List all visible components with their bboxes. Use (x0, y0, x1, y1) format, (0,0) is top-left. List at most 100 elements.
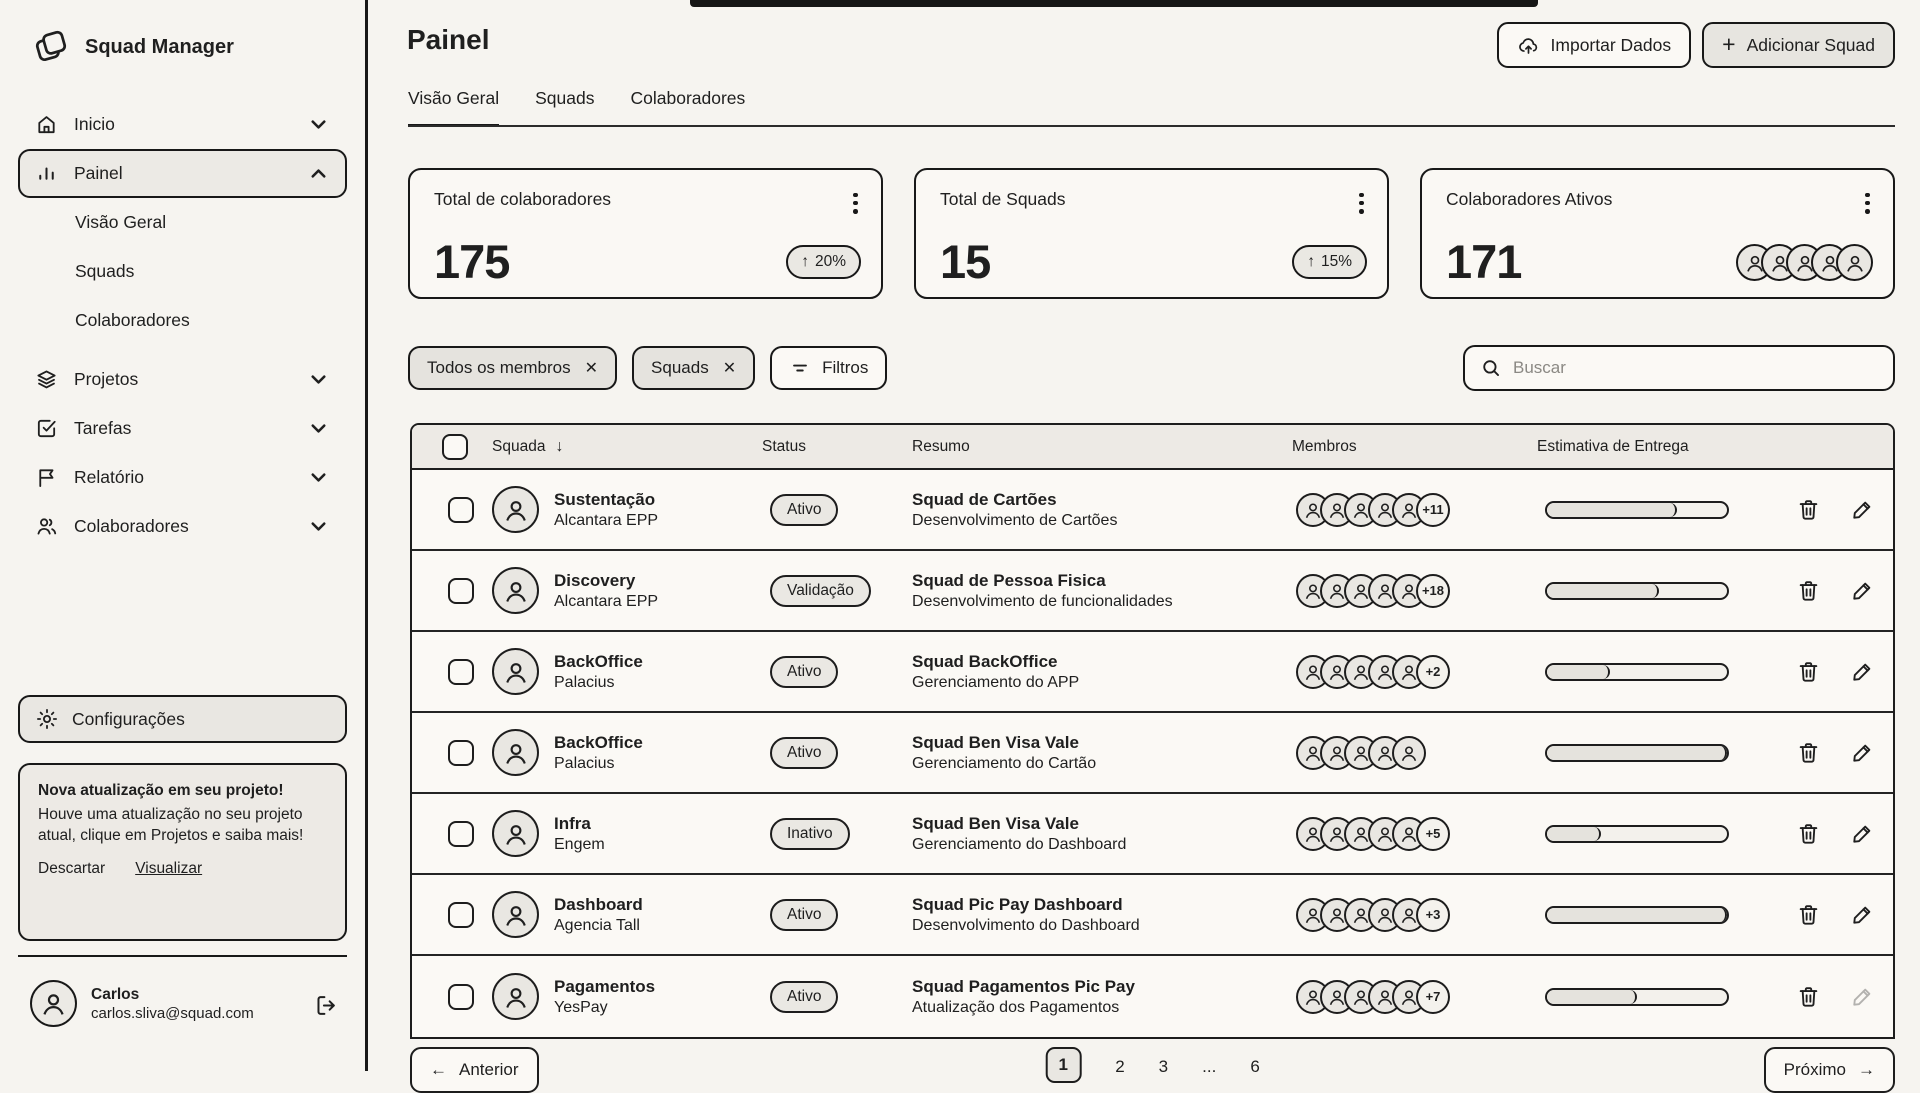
sidebar-subitem-visao-geral[interactable]: Visão Geral (18, 198, 347, 247)
page-number-6[interactable]: 6 (1250, 1057, 1260, 1076)
row-checkbox[interactable] (448, 658, 474, 685)
close-icon[interactable]: ✕ (722, 360, 737, 377)
sidebar-item-relatorio[interactable]: Relatório (18, 453, 347, 502)
summary-title: Squad de Pessoa Fisica (912, 570, 1106, 590)
table-row[interactable]: BackOffice Palacius Ativo Squad Ben Visa… (412, 713, 1893, 794)
status-badge: Ativo (770, 493, 839, 526)
sidebar-nav: Inicio Painel Visão Geral Squads Colabor… (18, 100, 347, 551)
delivery-progress-bar (1545, 581, 1729, 600)
table-row[interactable]: Pagamentos YesPay Ativo Squad Pagamentos… (412, 956, 1893, 1037)
sidebar-item-colaboradores[interactable]: Colaboradores (18, 502, 347, 551)
select-all-checkbox[interactable] (442, 433, 468, 460)
summary-subtitle: Desenvolvimento de Cartões (912, 511, 1118, 529)
chip-label: Squads (651, 358, 709, 377)
user-info: Carlos carlos.sliva@squad.com (30, 980, 254, 1027)
row-checkbox[interactable] (448, 739, 474, 766)
sidebar-subitem-colaboradores[interactable]: Colaboradores (18, 296, 347, 345)
tab-colaboradores[interactable]: Colaboradores (630, 88, 746, 108)
tab-visao-geral[interactable]: Visão Geral (408, 88, 500, 127)
squad-manager-logo-icon (30, 26, 72, 68)
table-row[interactable]: BackOffice Palacius Ativo Squad BackOffi… (412, 632, 1893, 713)
filter-chip-squads[interactable]: Squads ✕ (632, 346, 756, 390)
row-checkbox[interactable] (448, 496, 474, 523)
settings-button[interactable]: Configurações (18, 695, 347, 743)
page-title: Painel (407, 24, 490, 55)
pencil-icon[interactable] (1850, 740, 1875, 765)
table-row[interactable]: Discovery Alcantara EPP Validação Squad … (412, 551, 1893, 632)
extra-members-badge: +18 (1416, 573, 1450, 608)
previous-page-button[interactable]: ← Anterior (410, 1047, 539, 1093)
sidebar-subitem-squads[interactable]: Squads (18, 247, 347, 296)
trash-icon[interactable] (1796, 578, 1821, 603)
page-number-1[interactable]: 1 (1045, 1047, 1082, 1083)
chevron-down-icon (307, 515, 330, 538)
sidebar-item-painel[interactable]: Painel (18, 149, 347, 198)
avatar (492, 567, 539, 614)
trash-icon[interactable] (1796, 821, 1821, 846)
sidebar-item-projetos[interactable]: Projetos (18, 355, 347, 404)
person-icon (38, 988, 69, 1019)
column-header-resumo: Resumo (912, 437, 970, 455)
filters-button[interactable]: Filtros (770, 346, 888, 390)
pencil-icon[interactable] (1850, 497, 1875, 522)
sidebar-item-inicio[interactable]: Inicio (18, 100, 347, 149)
pencil-icon[interactable] (1850, 578, 1875, 603)
table-row[interactable]: Dashboard Agencia Tall Ativo Squad Pic P… (412, 875, 1893, 956)
sidebar-item-label: Relatório (74, 467, 145, 487)
search-box (1463, 345, 1895, 391)
squad-name: Pagamentos (554, 976, 656, 996)
pencil-icon[interactable] (1850, 821, 1875, 846)
pencil-icon[interactable] (1850, 984, 1875, 1009)
trash-icon[interactable] (1796, 659, 1821, 684)
summary-subtitle: Gerenciamento do Dashboard (912, 835, 1127, 853)
sidebar-item-label: Projetos (74, 369, 139, 389)
close-icon[interactable]: ✕ (584, 360, 599, 377)
row-checkbox[interactable] (448, 983, 474, 1010)
user-name: Carlos (91, 985, 140, 1003)
row-checkbox[interactable] (448, 901, 474, 928)
kebab-menu-icon[interactable] (1359, 189, 1364, 217)
sidebar-item-tarefas[interactable]: Tarefas (18, 404, 347, 453)
page-number-3[interactable]: 3 (1158, 1057, 1169, 1076)
column-header-squad[interactable]: Squada ↓ (492, 437, 564, 455)
next-label: Próximo (1783, 1060, 1846, 1079)
dismiss-link[interactable]: Descartar (38, 860, 106, 878)
members-avatar-group: +3 (1296, 897, 1537, 932)
settings-label: Configurações (72, 708, 185, 729)
status-badge: Ativo (770, 736, 839, 769)
add-squad-button[interactable]: + Adicionar Squad (1702, 22, 1895, 68)
tab-squads[interactable]: Squads (535, 88, 595, 108)
home-icon (35, 113, 58, 136)
trend-value: 15% (1320, 253, 1352, 270)
brand: Squad Manager (30, 26, 347, 68)
table-row[interactable]: Sustentação Alcantara EPP Ativo Squad de… (412, 470, 1893, 551)
trash-icon[interactable] (1796, 497, 1821, 522)
page-number-2[interactable]: 2 (1115, 1057, 1125, 1076)
top-scrollbar[interactable] (690, 0, 1538, 7)
kebab-menu-icon[interactable] (1865, 189, 1870, 217)
row-checkbox[interactable] (448, 820, 474, 847)
card-total-squads: Total de Squads 15 ↑ 15% (914, 168, 1389, 299)
members-avatar-group: +2 (1296, 654, 1537, 689)
view-link[interactable]: Visualizar (135, 860, 203, 878)
search-input[interactable] (1513, 358, 1878, 378)
logout-icon[interactable] (314, 993, 339, 1018)
pencil-icon[interactable] (1850, 902, 1875, 927)
trend-value: 20% (814, 253, 846, 270)
trash-icon[interactable] (1796, 740, 1821, 765)
import-data-button[interactable]: Importar Dados (1496, 22, 1692, 68)
kebab-menu-icon[interactable] (853, 189, 858, 217)
pencil-icon[interactable] (1850, 659, 1875, 684)
next-page-button[interactable]: Próximo → (1763, 1047, 1895, 1093)
trash-icon[interactable] (1796, 984, 1821, 1009)
row-checkbox[interactable] (448, 577, 474, 604)
filter-chip-todos-os-membros[interactable]: Todos os membros ✕ (408, 346, 618, 390)
sidebar-subitem-label: Squads (75, 261, 135, 281)
sort-desc-icon[interactable]: ↓ (555, 437, 564, 455)
avatar (492, 891, 539, 938)
status-badge: Ativo (770, 898, 839, 931)
person-icon (501, 900, 531, 930)
trash-icon[interactable] (1796, 902, 1821, 927)
squad-company: YesPay (554, 998, 608, 1016)
table-row[interactable]: Infra Engem Inativo Squad Ben Visa Vale … (412, 794, 1893, 875)
